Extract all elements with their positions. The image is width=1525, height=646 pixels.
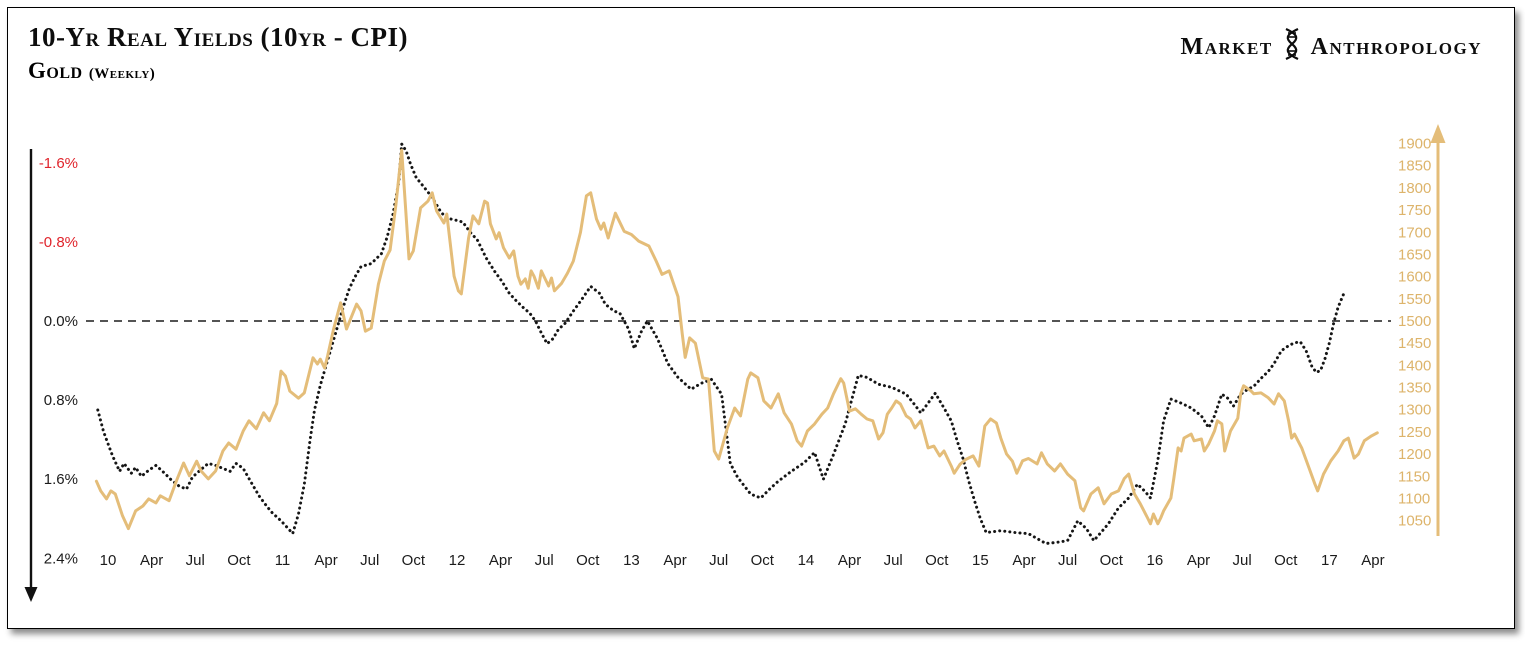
x-axis-tick: Jul — [884, 552, 903, 569]
left-axis-tick: 0.0% — [44, 313, 78, 330]
right-axis-tick: 1250 — [1398, 424, 1431, 441]
x-axis-tick: 11 — [275, 552, 291, 569]
right-axis-tick: 1450 — [1398, 335, 1431, 352]
x-axis: 10 Apr Jul Oct 11 Apr Jul Oct 12 Apr Jul Oct 13 Apr Ju… — [100, 552, 1385, 569]
right-axis-tick: 1700 — [1398, 224, 1431, 241]
yield-series-line — [96, 142, 1346, 545]
right-axis-tick: 1100 — [1398, 490, 1430, 507]
x-axis-tick: Apr — [1361, 552, 1384, 569]
x-axis-tick: 12 — [449, 552, 466, 569]
x-axis-tick: 10 — [100, 552, 117, 569]
left-axis-tick: 1.6% — [44, 471, 78, 488]
x-axis-tick: Oct — [751, 552, 775, 569]
right-axis-tick: 1750 — [1398, 202, 1431, 219]
x-axis-tick: Jul — [186, 552, 205, 569]
x-axis-tick: Apr — [489, 552, 512, 569]
right-axis-tick: 1800 — [1398, 180, 1431, 197]
right-axis-tick: 1150 — [1398, 468, 1430, 485]
right-axis-tick: 1550 — [1398, 291, 1431, 308]
left-axis-arrow — [24, 149, 38, 602]
x-axis-tick: Apr — [663, 552, 686, 569]
x-axis-tick: Apr — [838, 552, 861, 569]
left-axis: -1.6% -0.8% 0.0% 0.8% 1.6% 2.4% — [39, 155, 78, 568]
right-axis-tick: 1200 — [1398, 446, 1431, 463]
right-axis-tick: 1600 — [1398, 269, 1431, 286]
x-axis-tick: Oct — [227, 552, 251, 569]
right-axis-tick: 1850 — [1398, 158, 1431, 175]
chart-svg: -1.6% -0.8% 0.0% 0.8% 1.6% 2.4% 1900 1850 1800 17… — [24, 124, 1446, 602]
left-axis-tick: -1.6% — [39, 155, 78, 172]
x-axis-tick: Jul — [360, 552, 379, 569]
right-axis-arrow — [1430, 124, 1446, 536]
right-axis: 1900 1850 1800 1750 1700 1650 1600 1550 1500 1450… — [1398, 136, 1431, 530]
right-axis-tick: 1650 — [1398, 246, 1431, 263]
x-axis-tick: Jul — [535, 552, 554, 569]
x-axis-tick: 17 — [1321, 552, 1338, 569]
right-axis-tick: 1500 — [1398, 313, 1431, 330]
left-axis-tick: 2.4% — [44, 550, 78, 567]
x-axis-tick: Oct — [576, 552, 600, 569]
chart-subtitle: Gold (Weekly) — [28, 58, 155, 84]
chart-card: 10-Yr Real Yields (10yr - CPI) Gold (Wee… — [7, 7, 1515, 629]
right-axis-tick: 1050 — [1398, 513, 1431, 530]
x-axis-tick: 15 — [972, 552, 989, 569]
right-axis-tick: 1350 — [1398, 380, 1431, 397]
x-axis-tick: Jul — [1233, 552, 1252, 569]
subtitle-qualifier: (Weekly) — [88, 66, 156, 82]
x-axis-tick: Apr — [1012, 552, 1035, 569]
x-axis-tick: 13 — [623, 552, 640, 569]
x-axis-tick: 14 — [798, 552, 815, 569]
x-axis-tick: Jul — [1058, 552, 1077, 569]
left-axis-tick: -0.8% — [39, 234, 78, 251]
page-title: 10-Yr Real Yields (10yr - CPI) — [28, 22, 408, 52]
x-axis-tick: Apr — [1187, 552, 1210, 569]
brand-word-anthropology: Anthropology — [1310, 34, 1482, 60]
x-axis-tick: Apr — [314, 552, 337, 569]
x-axis-tick: Jul — [709, 552, 728, 569]
x-axis-tick: 16 — [1147, 552, 1164, 569]
x-axis-tick: Oct — [402, 552, 426, 569]
x-axis-tick: Apr — [140, 552, 163, 569]
subtitle-series-label: Gold — [28, 58, 83, 83]
brand-logo: Market Anthropology — [1181, 28, 1482, 67]
x-axis-tick: Oct — [1274, 552, 1298, 569]
dna-helix-icon — [1282, 28, 1302, 67]
right-axis-tick: 1300 — [1398, 402, 1431, 419]
left-axis-tick: 0.8% — [44, 392, 78, 409]
right-axis-tick: 1900 — [1398, 136, 1431, 153]
brand-word-market: Market — [1180, 34, 1273, 60]
right-axis-tick: 1400 — [1398, 357, 1431, 374]
x-axis-tick: Oct — [1100, 552, 1124, 569]
gold-series-line — [94, 148, 1379, 531]
x-axis-tick: Oct — [925, 552, 949, 569]
